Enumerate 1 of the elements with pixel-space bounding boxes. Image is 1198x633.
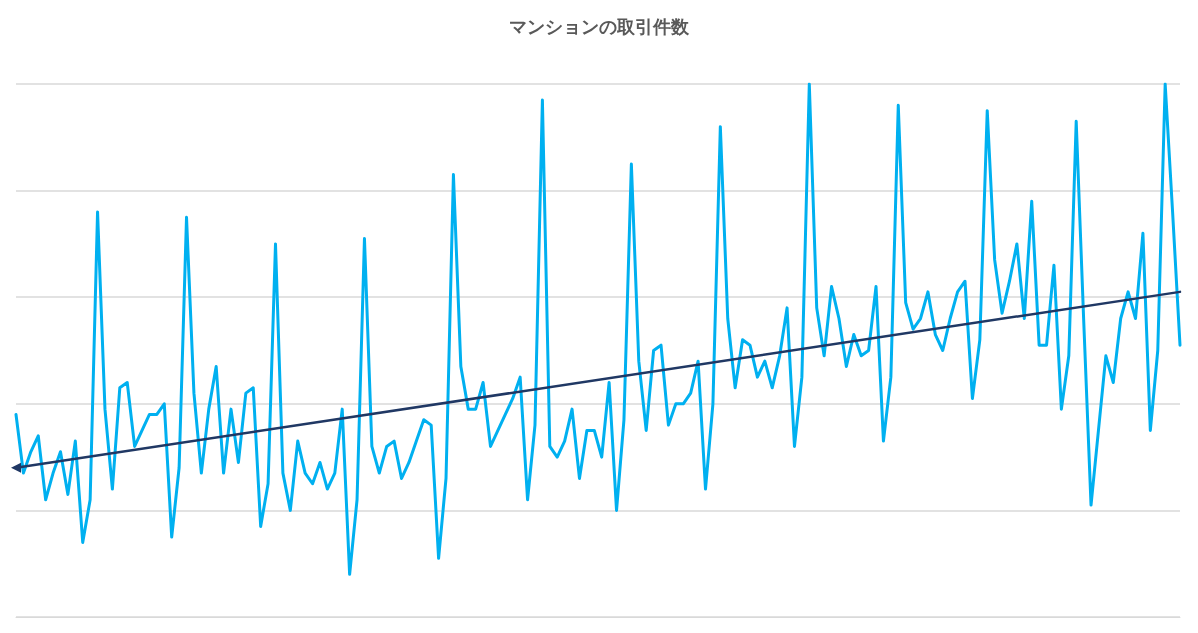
chart-title: マンションの取引件数: [509, 15, 690, 37]
